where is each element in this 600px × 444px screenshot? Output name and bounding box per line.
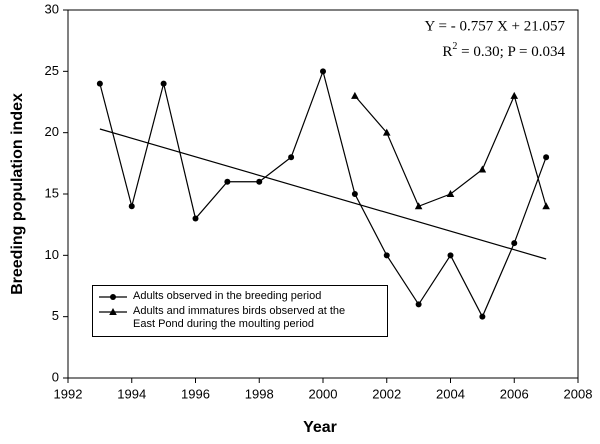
r-squared: R2 = 0.30; P = 0.034 <box>442 41 565 60</box>
y-axis-label: Breeding population index <box>9 93 26 295</box>
marker <box>446 190 455 197</box>
x-tick-label: 2004 <box>436 386 465 401</box>
y-tick-label: 0 <box>52 369 59 384</box>
r-squared-rest: = 0.30; P = 0.034 <box>457 44 565 60</box>
marker <box>128 203 135 210</box>
marker <box>383 252 390 259</box>
marker <box>351 191 358 197</box>
y-tick-label: 10 <box>45 247 59 262</box>
r-squared-r: R <box>442 44 452 60</box>
legend: Adults observed in the breeding period Ad… <box>92 285 388 337</box>
y-tick-label: 30 <box>45 1 59 16</box>
x-tick-label: 1998 <box>245 386 274 401</box>
x-tick-label: 2000 <box>309 386 338 401</box>
x-axis-label: Year <box>303 419 337 436</box>
legend-label: Adults observed in the breeding period <box>133 290 322 302</box>
y-tick-label: 5 <box>52 308 59 323</box>
legend-entry: Adults observed in the breeding period <box>93 290 387 304</box>
marker <box>160 80 167 87</box>
marker <box>414 202 423 210</box>
x-tick-label: 1994 <box>117 386 146 401</box>
y-tick-label: 20 <box>45 124 59 139</box>
marker <box>192 215 199 222</box>
marker <box>542 202 550 210</box>
y-tick-label: 15 <box>45 185 59 200</box>
marker <box>478 165 487 173</box>
marker <box>288 154 295 161</box>
marker <box>510 91 519 99</box>
marker <box>511 240 518 247</box>
marker <box>256 178 263 185</box>
legend-swatch <box>99 294 127 300</box>
x-tick-label: 2002 <box>372 386 401 401</box>
marker <box>109 308 117 315</box>
marker <box>543 154 550 161</box>
trend-line <box>99 128 547 260</box>
marker <box>351 91 359 99</box>
equation: Y = - 0.757 X + 21.057 <box>424 18 565 34</box>
marker <box>224 178 231 185</box>
x-tick-label: 2008 <box>564 386 593 401</box>
x-tick-label: 1992 <box>54 386 83 401</box>
legend-entry: Adults and immatures birds observed at t… <box>93 305 387 331</box>
marker <box>447 252 454 259</box>
marker <box>110 294 116 300</box>
marker <box>382 128 391 136</box>
series-line <box>354 94 547 208</box>
x-tick-label: 2006 <box>500 386 529 401</box>
r-squared-sup: 2 <box>452 41 457 52</box>
legend-label: Adults and immatures birds observed at t… <box>133 305 346 330</box>
y-tick-label: 25 <box>45 63 59 78</box>
marker <box>479 313 486 320</box>
x-tick-label: 1996 <box>181 386 210 401</box>
marker <box>320 68 326 75</box>
legend-swatch <box>99 308 127 315</box>
marker <box>415 301 422 308</box>
marker <box>96 80 103 87</box>
